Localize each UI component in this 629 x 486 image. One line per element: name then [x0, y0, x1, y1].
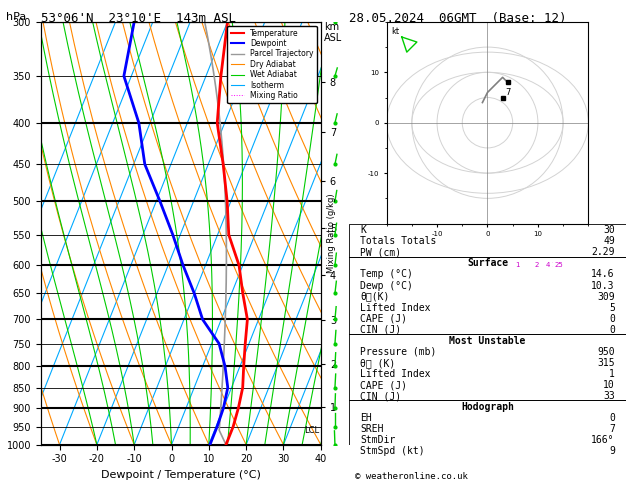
Text: 20: 20	[554, 262, 563, 268]
Text: 2: 2	[534, 262, 538, 268]
Text: 1: 1	[515, 262, 520, 268]
Text: K: K	[360, 225, 366, 235]
Text: CAPE (J): CAPE (J)	[360, 313, 407, 324]
Text: 309: 309	[597, 292, 615, 301]
Text: 7: 7	[609, 424, 615, 434]
Text: Most Unstable: Most Unstable	[449, 336, 526, 346]
Text: 9: 9	[609, 446, 615, 456]
Text: kt: kt	[392, 27, 400, 36]
Text: SREH: SREH	[360, 424, 384, 434]
Text: Dewp (°C): Dewp (°C)	[360, 280, 413, 291]
Text: 14.6: 14.6	[591, 269, 615, 279]
Text: 16: 16	[554, 262, 562, 268]
Text: 4: 4	[546, 262, 550, 268]
Text: 2.29: 2.29	[591, 247, 615, 257]
Text: 30: 30	[603, 225, 615, 235]
Text: 10: 10	[551, 262, 560, 268]
Text: Temp (°C): Temp (°C)	[360, 269, 413, 279]
Text: © weatheronline.co.uk: © weatheronline.co.uk	[355, 472, 468, 481]
Y-axis label: hPa: hPa	[0, 223, 1, 243]
Text: 166°: 166°	[591, 435, 615, 445]
Text: km
ASL: km ASL	[324, 22, 342, 43]
Text: 33: 33	[603, 391, 615, 401]
Text: Surface: Surface	[467, 259, 508, 268]
Text: 25: 25	[555, 262, 564, 268]
Text: θᴀ(K): θᴀ(K)	[360, 292, 389, 301]
Text: LCL: LCL	[304, 426, 320, 435]
Text: 1: 1	[609, 369, 615, 379]
Text: 315: 315	[597, 358, 615, 368]
Text: StmDir: StmDir	[360, 435, 396, 445]
Text: 0: 0	[609, 313, 615, 324]
Text: Totals Totals: Totals Totals	[360, 236, 437, 246]
Text: 0: 0	[609, 325, 615, 335]
Text: CIN (J): CIN (J)	[360, 325, 401, 335]
Text: EH: EH	[360, 413, 372, 423]
Text: 8: 8	[552, 262, 557, 268]
Text: θᴄ (K): θᴄ (K)	[360, 358, 396, 368]
Text: Pressure (mb): Pressure (mb)	[360, 347, 437, 357]
Text: 950: 950	[597, 347, 615, 357]
Text: StmSpd (kt): StmSpd (kt)	[360, 446, 425, 456]
Text: 49: 49	[603, 236, 615, 246]
Text: Lifted Index: Lifted Index	[360, 369, 431, 379]
Text: 0: 0	[609, 413, 615, 423]
Legend: Temperature, Dewpoint, Parcel Trajectory, Dry Adiabat, Wet Adiabat, Isotherm, Mi: Temperature, Dewpoint, Parcel Trajectory…	[228, 26, 317, 103]
Text: Lifted Index: Lifted Index	[360, 303, 431, 312]
Text: Mixing Ratio (g/kg): Mixing Ratio (g/kg)	[327, 193, 336, 273]
Text: hPa: hPa	[6, 12, 26, 22]
X-axis label: Dewpoint / Temperature (°C): Dewpoint / Temperature (°C)	[101, 470, 261, 480]
Text: 10: 10	[603, 380, 615, 390]
Text: 53°06'N  23°10'E  143m ASL: 53°06'N 23°10'E 143m ASL	[41, 12, 236, 25]
Text: 28.05.2024  06GMT  (Base: 12): 28.05.2024 06GMT (Base: 12)	[349, 12, 567, 25]
Text: 10.3: 10.3	[591, 280, 615, 291]
Text: CAPE (J): CAPE (J)	[360, 380, 407, 390]
Text: 5: 5	[609, 303, 615, 312]
Text: CIN (J): CIN (J)	[360, 391, 401, 401]
Text: Hodograph: Hodograph	[461, 402, 514, 412]
Text: 7: 7	[505, 88, 511, 97]
Text: PW (cm): PW (cm)	[360, 247, 401, 257]
